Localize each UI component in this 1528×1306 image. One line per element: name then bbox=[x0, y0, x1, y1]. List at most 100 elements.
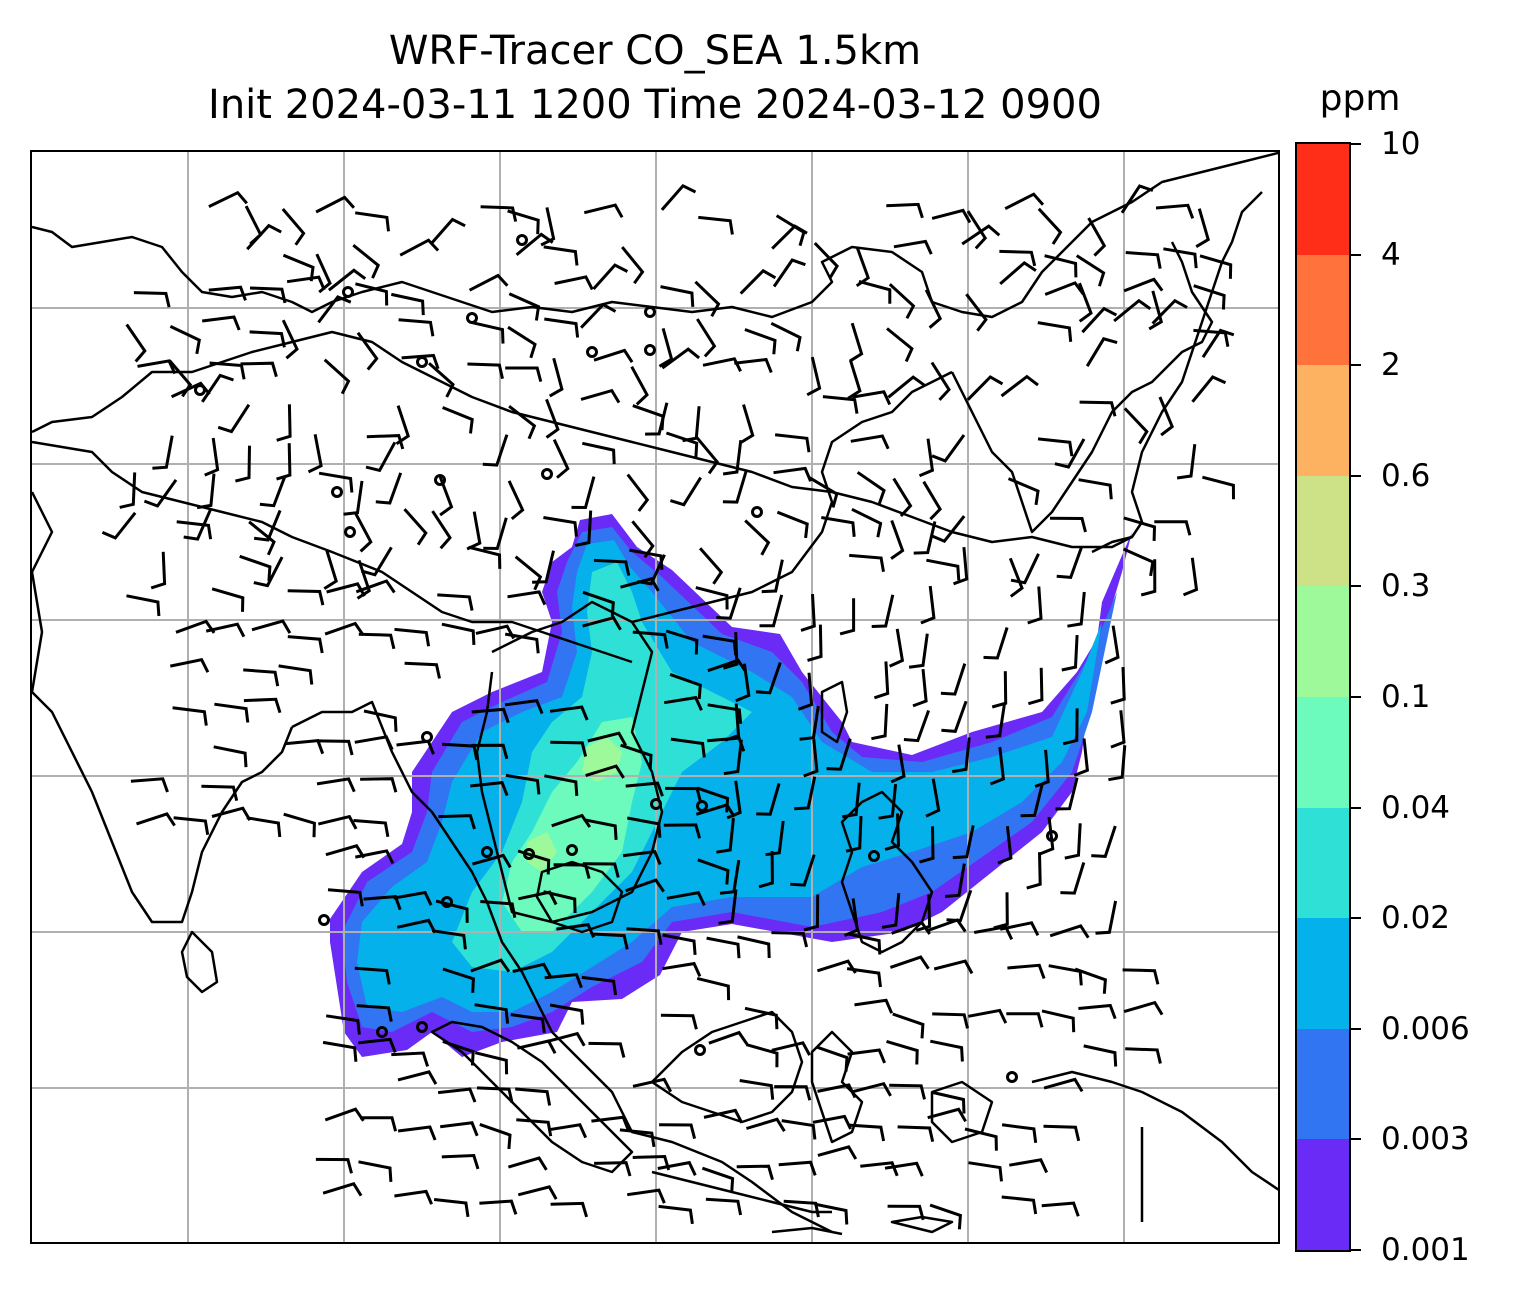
wind-barb bbox=[871, 703, 889, 741]
wind-barb bbox=[771, 931, 809, 948]
colorbar-segment bbox=[1297, 1138, 1349, 1250]
colorbar-segment bbox=[1297, 585, 1349, 697]
wind-barb bbox=[964, 1127, 998, 1151]
wind-barb bbox=[790, 854, 816, 887]
wind-barb bbox=[253, 509, 282, 542]
wind-barb bbox=[698, 215, 734, 235]
wind-barb bbox=[1176, 444, 1197, 480]
wind-barb bbox=[169, 325, 201, 355]
wind-barb bbox=[736, 1164, 774, 1181]
wind-barb bbox=[515, 1087, 552, 1106]
wind-barb bbox=[722, 440, 743, 476]
wind-barb bbox=[771, 224, 808, 250]
wind-barb bbox=[695, 436, 720, 475]
wind-barb bbox=[1182, 557, 1199, 597]
colorbar-segment bbox=[1297, 143, 1349, 255]
wind-barb bbox=[886, 1039, 919, 1065]
wind-barb bbox=[1091, 825, 1117, 858]
wind-barb bbox=[1163, 247, 1198, 269]
wind-barb bbox=[776, 510, 809, 539]
wind-barb bbox=[663, 695, 703, 711]
wind-barb bbox=[661, 347, 701, 370]
wind-barb bbox=[1123, 516, 1157, 541]
wind-barb bbox=[101, 511, 137, 540]
wind-barb bbox=[701, 1166, 735, 1193]
wind-barb bbox=[358, 632, 396, 650]
chart-title-line2: Init 2024-03-11 1200 Time 2024-03-12 090… bbox=[208, 82, 1102, 128]
wind-barb bbox=[403, 508, 428, 546]
wind-barb bbox=[1108, 745, 1127, 782]
wind-barb bbox=[745, 1043, 779, 1068]
wind-barb bbox=[239, 554, 272, 581]
wind-barb bbox=[1074, 967, 1107, 994]
wind-barb bbox=[806, 356, 822, 397]
wind-barb bbox=[433, 1198, 470, 1218]
wind-barb bbox=[1075, 254, 1106, 287]
wind-barb bbox=[1049, 516, 1087, 533]
wind-barb bbox=[517, 849, 551, 875]
wind-barb bbox=[470, 320, 505, 344]
wind-barb bbox=[441, 622, 476, 645]
wind-barb bbox=[431, 510, 452, 550]
coastline-timor bbox=[890, 1215, 954, 1234]
wind-barb bbox=[574, 510, 593, 547]
wind-barb bbox=[662, 961, 702, 978]
wind-barb bbox=[630, 365, 649, 406]
wind-barb bbox=[1043, 1077, 1084, 1093]
wind-barb bbox=[471, 707, 510, 724]
wind-barb bbox=[1061, 635, 1079, 672]
colorbar-tick-label: 0.1 bbox=[1381, 679, 1431, 715]
map-canvas bbox=[32, 152, 1278, 1242]
wind-barb bbox=[549, 705, 589, 721]
wind-barb bbox=[940, 663, 967, 696]
wind-barb bbox=[849, 322, 864, 363]
wind-barb bbox=[354, 966, 391, 985]
coastline-northwest bbox=[32, 152, 1278, 319]
wind-barb bbox=[968, 1008, 1008, 1024]
wind-barb bbox=[1010, 553, 1040, 585]
colorbar-segment bbox=[1297, 917, 1349, 1029]
wind-barb bbox=[941, 700, 968, 733]
wind-barb bbox=[952, 546, 969, 586]
wind-barb bbox=[966, 375, 1004, 401]
wind-barb bbox=[571, 476, 596, 510]
wind-barb bbox=[1027, 586, 1043, 625]
wind-barb bbox=[580, 302, 617, 329]
wind-barb bbox=[356, 331, 379, 371]
wind-barb bbox=[1078, 282, 1093, 323]
coastline-lesser-sunda bbox=[771, 1226, 843, 1236]
wind-barb bbox=[360, 546, 393, 577]
wind-barb bbox=[315, 195, 356, 214]
coastline-taiwan bbox=[820, 680, 849, 744]
wind-barb bbox=[249, 286, 287, 304]
wind-barb bbox=[926, 918, 967, 933]
wind-barb bbox=[397, 1125, 437, 1141]
wind-barb bbox=[871, 594, 895, 628]
chart-title-line1: WRF-Tracer CO_SEA 1.5km bbox=[388, 28, 922, 74]
wind-barb bbox=[583, 203, 624, 219]
wind-barb bbox=[315, 1157, 353, 1174]
wind-barb bbox=[808, 476, 839, 508]
wind-barb bbox=[702, 357, 742, 372]
wind-barb bbox=[1027, 667, 1044, 706]
wind-barb bbox=[846, 967, 882, 988]
wind-barb bbox=[1064, 823, 1082, 860]
wind-barb bbox=[888, 283, 916, 319]
calm-wind-marker bbox=[586, 346, 598, 358]
calm-wind-marker bbox=[696, 800, 708, 812]
wind-barb bbox=[1199, 254, 1233, 279]
wind-barb bbox=[855, 247, 871, 288]
wind-barb bbox=[248, 520, 276, 556]
wind-barb bbox=[886, 327, 914, 363]
wind-barb bbox=[352, 244, 381, 279]
wind-barb bbox=[1060, 862, 1086, 895]
wind-barb bbox=[734, 357, 773, 374]
wind-barb bbox=[474, 1051, 509, 1075]
wind-barb bbox=[366, 434, 405, 450]
wind-barb bbox=[1078, 1003, 1117, 1020]
wind-barb bbox=[698, 547, 724, 585]
wind-barb bbox=[437, 1087, 477, 1103]
wind-barb bbox=[169, 658, 210, 673]
wind-barb bbox=[619, 1128, 656, 1148]
wind-barb bbox=[323, 358, 351, 395]
